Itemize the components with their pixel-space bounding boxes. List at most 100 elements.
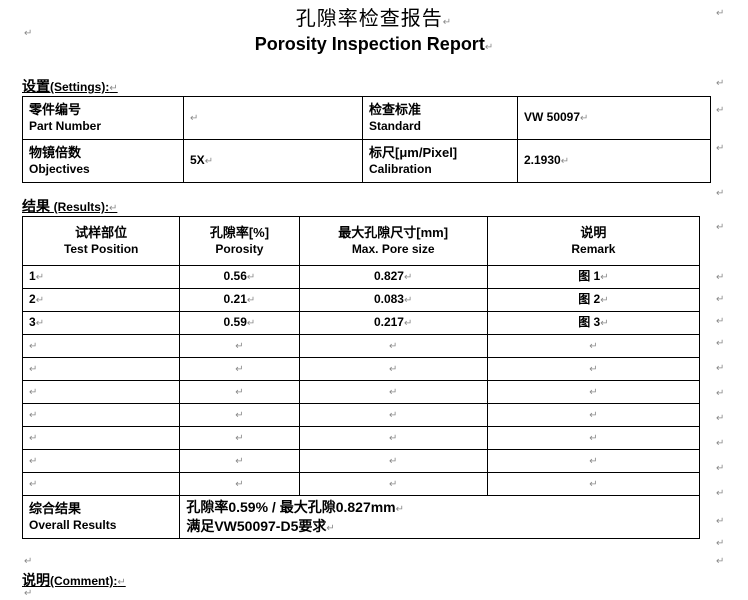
- value: 2.1930: [524, 153, 561, 168]
- pilcrow-icon: ↵: [29, 479, 38, 491]
- cell-porosity[interactable]: ↵: [179, 357, 300, 381]
- settings-table: 零件编号 Part Number ↵ 检查标准 Standard VW 5009…: [22, 96, 711, 183]
- cell-porosity[interactable]: ↵: [179, 334, 300, 358]
- cell-max-pore-size[interactable]: ↵: [298, 334, 488, 358]
- cell-porosity[interactable]: ↵: [179, 380, 300, 404]
- pilcrow-icon: ↵: [388, 387, 398, 399]
- cell-remark[interactable]: ↵: [486, 357, 701, 381]
- cell-remark[interactable]: ↵: [486, 403, 701, 427]
- cell-test-position[interactable]: ↵: [21, 403, 181, 427]
- pilcrow-icon: ↵: [29, 341, 38, 353]
- table-row: ↵ ↵ ↵ ↵: [21, 334, 701, 358]
- pilcrow-icon: ↵: [117, 577, 126, 588]
- cell-porosity[interactable]: 0.56↵: [179, 265, 300, 289]
- label-cn: 最大孔隙尺寸[mm]: [338, 225, 449, 241]
- cell-max-pore-size[interactable]: 0.827↵: [298, 265, 488, 289]
- cell-max-pore-size[interactable]: ↵: [298, 449, 488, 473]
- cell-test-position[interactable]: ↵: [21, 472, 181, 496]
- pilcrow-icon: ↵: [580, 113, 589, 125]
- pilcrow-icon: ↵: [716, 222, 725, 233]
- results-table: 试样部位 Test Position 孔隙率[%] Porosity 最大孔隙尺…: [21, 216, 701, 539]
- cell-remark[interactable]: ↵: [486, 426, 701, 450]
- cell-value: 0.083: [373, 292, 404, 307]
- pilcrow-icon: ↵: [716, 143, 725, 154]
- overall-results-value[interactable]: 孔隙率0.59% / 最大孔隙0.827mm↵ 满足VW50097-D5要求↵: [179, 495, 700, 539]
- results-label-cn: 结果: [22, 198, 50, 214]
- overall-results-row: 综合结果 Overall Results 孔隙率0.59% / 最大孔隙0.82…: [21, 495, 700, 539]
- overall-line-1-text: 孔隙率0.59% / 最大孔隙0.827mm: [186, 499, 396, 515]
- settings-part-number-value[interactable]: ↵: [183, 96, 363, 140]
- table-row: ↵ ↵ ↵ ↵: [21, 472, 701, 496]
- settings-standard-value[interactable]: VW 50097↵: [517, 96, 711, 140]
- cell-remark[interactable]: 图 1↵: [486, 265, 701, 289]
- label-cn: 说明: [580, 225, 607, 241]
- label-cn: 零件编号: [29, 102, 82, 118]
- cell-max-pore-size[interactable]: 0.217↵: [298, 311, 488, 335]
- cell-remark[interactable]: ↵: [486, 472, 701, 496]
- cell-max-pore-size[interactable]: ↵: [298, 357, 488, 381]
- cell-max-pore-size[interactable]: ↵: [298, 380, 488, 404]
- cell-test-position[interactable]: ↵: [21, 380, 181, 404]
- cell-max-pore-size[interactable]: 0.083↵: [298, 288, 488, 312]
- cell-test-position[interactable]: ↵: [21, 426, 181, 450]
- table-row: ↵ ↵ ↵ ↵: [21, 426, 701, 450]
- settings-calibration-label: 标尺[μm/Pixel] Calibration: [362, 139, 518, 183]
- comment-label-cn: 说明: [22, 572, 50, 588]
- settings-objectives-value[interactable]: 5X↵: [183, 139, 363, 183]
- cell-test-position[interactable]: ↵: [21, 334, 181, 358]
- page-title-cn: 孔隙率检查报告↵: [0, 8, 748, 30]
- cell-test-position[interactable]: ↵: [21, 357, 181, 381]
- pilcrow-icon: ↵: [395, 504, 405, 515]
- pilcrow-icon: ↵: [388, 341, 398, 353]
- pilcrow-icon: ↵: [24, 588, 33, 599]
- results-section-label: 结果 (Results):↵: [22, 196, 117, 216]
- cell-max-pore-size[interactable]: ↵: [298, 472, 488, 496]
- label-en: Remark: [571, 241, 616, 256]
- pilcrow-icon: ↵: [716, 538, 725, 549]
- pilcrow-icon: ↵: [716, 272, 725, 283]
- table-header-row: 试样部位 Test Position 孔隙率[%] Porosity 最大孔隙尺…: [21, 216, 701, 266]
- cell-porosity[interactable]: 0.59↵: [179, 311, 300, 335]
- pilcrow-icon: ↵: [388, 410, 398, 422]
- table-row: 1↵ 0.56↵ 0.827↵ 图 1↵: [21, 265, 701, 289]
- page-title-cn-text: 孔隙率检查报告: [295, 8, 443, 30]
- pilcrow-icon: ↵: [589, 410, 598, 422]
- cell-porosity[interactable]: 0.21↵: [179, 288, 300, 312]
- cell-remark[interactable]: ↵: [486, 449, 701, 473]
- cell-porosity[interactable]: ↵: [179, 449, 300, 473]
- cell-max-pore-size[interactable]: ↵: [298, 403, 488, 427]
- pilcrow-icon: ↵: [109, 83, 118, 94]
- cell-remark[interactable]: 图 3↵: [486, 311, 701, 335]
- cell-max-pore-size[interactable]: ↵: [298, 426, 488, 450]
- pilcrow-icon: ↵: [600, 318, 609, 330]
- comment-label-en: (Comment):: [50, 574, 118, 588]
- cell-porosity[interactable]: ↵: [179, 426, 300, 450]
- cell-test-position[interactable]: 3↵: [21, 311, 181, 335]
- cell-remark[interactable]: ↵: [486, 380, 701, 404]
- label-cn: 物镜倍数: [29, 145, 82, 161]
- page-title-en-text: Porosity Inspection Report: [254, 34, 485, 54]
- pilcrow-icon: ↵: [204, 156, 214, 168]
- cell-value: 3: [29, 315, 36, 330]
- cell-value: 0.56: [223, 269, 247, 284]
- table-row: 物镜倍数 Objectives 5X↵ 标尺[μm/Pixel] Calibra…: [22, 139, 711, 183]
- pilcrow-icon: ↵: [403, 295, 413, 307]
- pilcrow-icon: ↵: [442, 17, 453, 28]
- cell-test-position[interactable]: 2↵: [21, 288, 181, 312]
- cell-remark[interactable]: ↵: [486, 334, 701, 358]
- cell-test-position[interactable]: 1↵: [21, 265, 181, 289]
- pilcrow-icon: ↵: [35, 295, 45, 307]
- settings-calibration-value[interactable]: 2.1930↵: [517, 139, 711, 183]
- cell-test-position[interactable]: ↵: [21, 449, 181, 473]
- header-porosity: 孔隙率[%] Porosity: [179, 216, 300, 266]
- cell-porosity[interactable]: ↵: [179, 403, 300, 427]
- pilcrow-icon: ↵: [560, 156, 570, 168]
- page-title-en: Porosity Inspection Report↵: [0, 34, 748, 55]
- cell-remark[interactable]: 图 2↵: [486, 288, 701, 312]
- pilcrow-icon: ↵: [235, 456, 244, 468]
- label-cn: 标尺[μm/Pixel]: [369, 145, 458, 161]
- cell-value: 0.217: [373, 315, 404, 330]
- cell-porosity[interactable]: ↵: [179, 472, 300, 496]
- settings-objectives-label: 物镜倍数 Objectives: [22, 139, 184, 183]
- pilcrow-icon: ↵: [589, 456, 598, 468]
